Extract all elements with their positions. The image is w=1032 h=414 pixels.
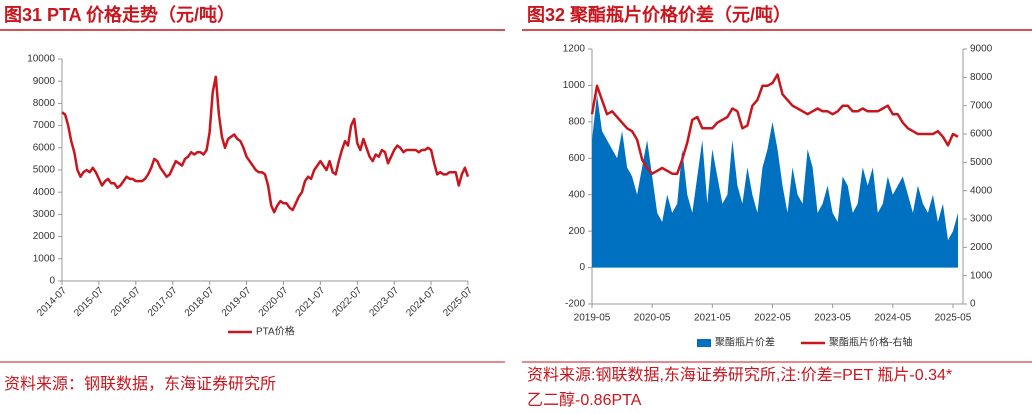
y-tick-label: 1000: [33, 253, 56, 264]
y-tick-label: 600: [568, 153, 585, 164]
y-tick-label: 9000: [33, 76, 56, 87]
source: 资料来源：钢联数据，东海证券研究所: [4, 375, 276, 393]
x-tick-label: 2016-07: [109, 285, 143, 319]
legend-label: PTA价格: [256, 325, 295, 338]
x-tick-label: 2024-07: [404, 285, 438, 319]
y-tick-label: 2000: [33, 231, 56, 242]
y2-tick-label: 8000: [970, 72, 993, 83]
y2-tick-label: 7000: [970, 100, 993, 111]
line: [590, 73, 959, 175]
y2-tick-label: 1000: [970, 270, 993, 281]
y-tick-label: -200: [565, 299, 585, 310]
y2-tick-label: 5000: [970, 157, 993, 168]
area: [592, 94, 958, 268]
y-tick-label: 8000: [33, 98, 56, 109]
y2-tick-label: 3000: [970, 214, 993, 225]
x-tick-label: 2014-07: [35, 285, 69, 319]
source: 乙二醇-0.86PTA: [527, 391, 642, 409]
x-tick-label: 2019-05: [574, 313, 611, 324]
y-tick-label: 4000: [33, 187, 56, 198]
x-tick-label: 2024-05: [874, 313, 911, 324]
x-tick-label: 2020-07: [257, 285, 291, 319]
source: 资料来源:钢联数据,东海证券研究所,注:价差=PET 瓶片-0.34*: [527, 366, 952, 384]
legend-label: 聚酯瓶片价差: [715, 336, 775, 349]
y-tick-label: 400: [568, 189, 585, 200]
y2-tick-label: 9000: [970, 44, 993, 55]
legend-swatch: [697, 339, 711, 347]
x-tick-label: 2023-05: [814, 313, 851, 324]
y-tick-label: 0: [49, 276, 55, 287]
x-tick-label: 2018-07: [183, 285, 217, 319]
y-tick-label: 1000: [563, 80, 586, 91]
y-tick-label: 800: [568, 116, 585, 127]
x-tick-label: 2019-07: [220, 285, 254, 319]
y-tick-label: 7000: [33, 120, 56, 131]
chart-title: 图31 PTA 价格走势（元/吨）: [4, 4, 235, 25]
y2-tick-label: 6000: [970, 129, 993, 140]
y2-tick-label: 4000: [970, 185, 993, 196]
x-tick-label: 2022-05: [754, 313, 791, 324]
x-tick-label: 2022-07: [331, 285, 365, 319]
y-tick-label: 10000: [27, 54, 55, 65]
y-tick-label: 3000: [33, 209, 56, 220]
y-tick-label: 1200: [563, 44, 586, 55]
x-tick-label: 2015-07: [72, 285, 106, 319]
x-tick-label: 2017-07: [146, 285, 180, 319]
y-tick-label: 0: [579, 262, 585, 273]
y2-tick-label: 2000: [970, 242, 993, 253]
y-tick-label: 5000: [33, 165, 56, 176]
y-tick-label: 200: [568, 226, 585, 237]
x-tick-label: 2021-07: [294, 285, 328, 319]
y2-tick-label: 0: [970, 299, 976, 310]
x-tick-label: 2025-07: [441, 285, 475, 319]
legend-label: 聚酯瓶片价格-右轴: [829, 336, 912, 349]
x-tick-label: 2025-05: [935, 313, 972, 324]
x-tick-label: 2020-05: [634, 313, 671, 324]
x-tick-label: 2023-07: [367, 285, 401, 319]
chart-title: 图32 聚酯瓶片价格价差（元/吨）: [527, 4, 791, 25]
y-tick-label: 6000: [33, 142, 56, 153]
x-tick-label: 2021-05: [694, 313, 731, 324]
line: [61, 75, 470, 214]
